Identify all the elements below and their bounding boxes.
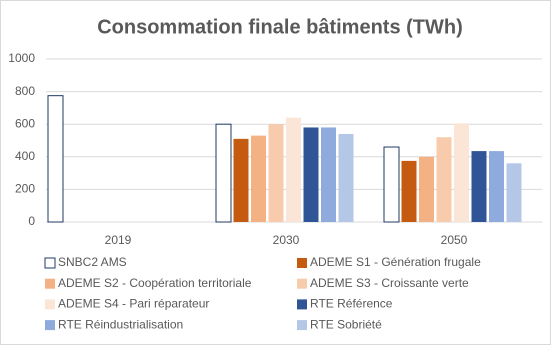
bar <box>419 156 434 222</box>
legend-label: ADEME S4 - Pari réparateur <box>58 297 209 311</box>
legend-label: ADEME S3 - Croissante verte <box>310 276 469 290</box>
legend-swatch <box>297 278 307 289</box>
bar <box>47 95 64 223</box>
legend-swatch <box>297 258 307 268</box>
legend-label: RTE Référence <box>310 297 393 311</box>
y-tick-label: 400 <box>15 149 35 163</box>
bar <box>215 123 232 223</box>
chart-title: Consommation finale bâtiments (TWh) <box>97 16 463 38</box>
bar <box>268 124 284 222</box>
bar <box>471 151 487 222</box>
bar <box>338 133 354 222</box>
x-tick-label: 2030 <box>273 233 300 247</box>
x-tick-label: 2050 <box>441 233 468 247</box>
y-tick-label: 200 <box>15 182 35 196</box>
y-tick-label: 600 <box>15 116 35 130</box>
bar <box>383 146 400 223</box>
legend-swatch <box>45 299 55 310</box>
legend-swatch <box>297 299 307 310</box>
legend-label: ADEME S2 - Coopération territoriale <box>58 276 252 290</box>
bar <box>251 135 266 222</box>
bar <box>401 160 417 222</box>
y-tick-label: 800 <box>15 84 35 98</box>
legend-swatch <box>45 278 55 289</box>
legend-label: RTE Réindustrialisation <box>58 317 183 331</box>
legend-swatch <box>45 320 55 331</box>
legend-label: SNBC2 AMS <box>58 255 127 269</box>
bar <box>506 163 522 222</box>
bar <box>489 151 504 222</box>
x-tick-label: 2019 <box>105 233 132 247</box>
legend-label: RTE Sobriété <box>310 317 382 331</box>
y-tick-label: 0 <box>28 214 35 228</box>
bar <box>436 137 452 222</box>
bar <box>321 127 336 222</box>
legend-swatch <box>297 320 307 331</box>
bar <box>303 127 319 222</box>
legend-label: ADEME S1 - Génération frugale <box>310 255 481 269</box>
bar <box>233 138 249 222</box>
bar <box>286 117 301 222</box>
legend-swatch <box>44 257 56 269</box>
bar <box>454 123 469 222</box>
y-tick-label: 1000 <box>8 51 35 65</box>
